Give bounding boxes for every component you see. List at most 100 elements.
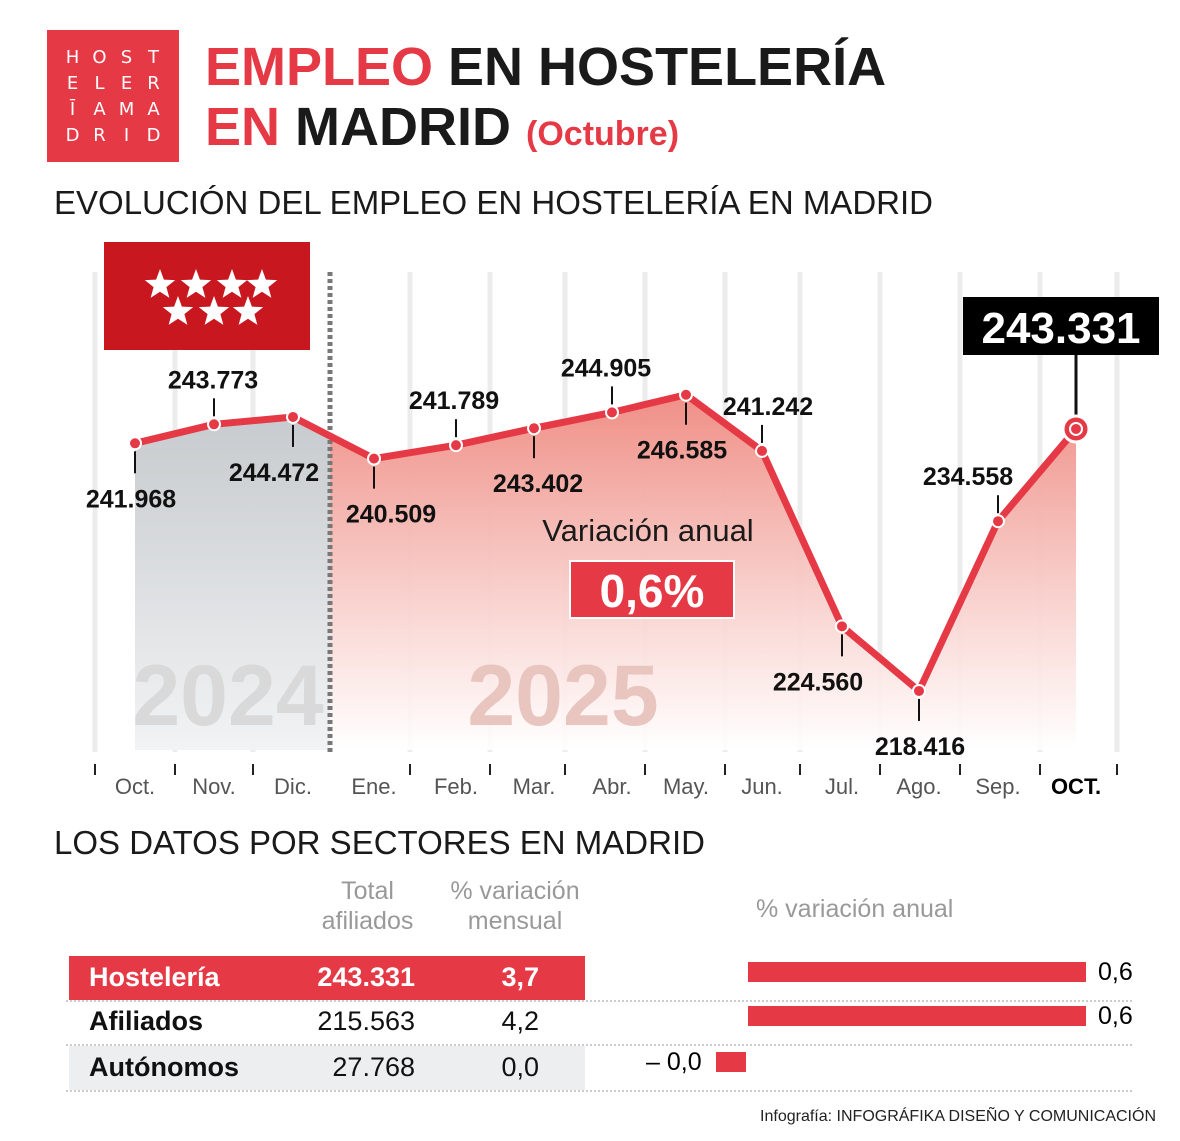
annual-variation-value: 0,6 — [1098, 958, 1133, 986]
data-point — [912, 683, 926, 698]
x-tick-label: Jul. — [825, 774, 859, 799]
row-divider — [66, 1044, 1132, 1046]
title-red: EMPLEO — [205, 37, 434, 97]
annual-variation-bar — [748, 962, 1086, 982]
data-point — [991, 514, 1005, 529]
credit: Infografía: INFOGRÁFIKA DISEÑO Y COMUNIC… — [760, 1108, 1156, 1125]
header-mensual: % variación mensual — [450, 877, 580, 935]
logo-letter: E — [120, 72, 133, 94]
annual-variation-label: Variación anual — [542, 513, 753, 548]
data-point — [1069, 421, 1083, 436]
annual-variation-value: – 0,0 — [646, 1048, 702, 1076]
x-tick-label: Nov. — [192, 774, 236, 799]
x-tick-label: Mar. — [513, 774, 556, 799]
star-icon — [246, 269, 278, 298]
x-tick-label: Ene. — [351, 774, 396, 799]
data-label: 241.242 — [723, 393, 813, 421]
header-anual: % variación anual — [756, 895, 954, 923]
title2-rest: MADRID — [280, 97, 511, 157]
data-point — [527, 421, 541, 436]
table-row: Afiliados 215.563 4,2 — [69, 1000, 585, 1044]
header-total: Total afiliados — [321, 877, 414, 935]
x-tick-label: Ago. — [896, 774, 941, 799]
data-point — [679, 387, 693, 402]
star-icon — [216, 269, 248, 298]
data-label: 240.509 — [346, 501, 436, 529]
data-point — [286, 409, 300, 424]
logo-letter: S — [120, 46, 133, 68]
total-afiliados: 243.331 — [317, 962, 415, 992]
star-icon — [180, 269, 212, 298]
total-afiliados: 215.563 — [317, 1006, 415, 1036]
latest-value: 243.331 — [981, 304, 1140, 353]
data-point — [128, 436, 142, 451]
title2-red: EN — [205, 97, 281, 157]
section-title-evolution: EVOLUCIÓN DEL EMPLEO EN HOSTELERÍA EN MA… — [54, 184, 933, 221]
data-point — [207, 417, 221, 432]
annual-variation-bar — [716, 1052, 746, 1072]
data-label: 241.789 — [409, 387, 499, 415]
logo-letter: R — [93, 124, 106, 146]
row-divider — [66, 1000, 1132, 1002]
data-label: 246.585 — [637, 437, 727, 465]
data-label: 243.402 — [493, 470, 583, 498]
sector-name: Afiliados — [89, 1006, 204, 1036]
x-tick-label: OCT. — [1051, 774, 1101, 799]
area-2024 — [135, 416, 330, 750]
x-tick-label: May. — [663, 774, 709, 799]
logo-letter: Ī — [69, 98, 76, 120]
subtitle: (Octubre) — [526, 115, 680, 153]
data-label: 218.416 — [875, 733, 965, 761]
data-point — [755, 443, 769, 458]
page-title-line2: EN MADRID (Octubre) — [205, 97, 679, 164]
data-label: 243.773 — [168, 366, 258, 394]
section-title-sectors: LOS DATOS POR SECTORES EN MADRID — [54, 824, 705, 861]
logo-letter: D — [65, 124, 80, 146]
data-label: 224.560 — [773, 668, 863, 696]
year-label-2024: 2024 — [132, 648, 323, 744]
logo-letter: T — [148, 46, 159, 68]
logo-letter: I — [123, 124, 130, 146]
logo-letter: M — [118, 98, 135, 120]
data-label: 234.558 — [923, 463, 1013, 491]
data-point — [605, 405, 619, 420]
sector-name: Autónomos — [89, 1052, 239, 1082]
star-icon — [144, 269, 176, 298]
year-label-2025: 2025 — [467, 648, 658, 744]
logo-letter: H — [65, 46, 80, 68]
madrid-flag — [104, 242, 310, 350]
employment-line-chart: 2024 2025 241.968 Oct. 243.773 Nov. 244.472 D… — [86, 242, 1159, 799]
x-tick-label: Feb. — [434, 774, 478, 799]
x-tick-label: Jun. — [741, 774, 783, 799]
row-divider — [66, 1090, 1132, 1092]
total-afiliados: 27.768 — [332, 1052, 415, 1082]
annual-variation-value: 0,6% — [600, 565, 705, 617]
latest-value-box — [963, 297, 1159, 355]
logo-letter: E — [66, 72, 79, 94]
data-label: 241.968 — [86, 485, 176, 513]
x-tick-label: Dic. — [274, 774, 312, 799]
logo-letter: R — [147, 72, 160, 94]
annual-variation-bar — [748, 1006, 1086, 1026]
annual-variation-value: 0,6 — [1098, 1002, 1133, 1030]
data-point — [449, 438, 463, 453]
logo-letter: O — [92, 46, 107, 68]
variacion-mensual: 0,0 — [501, 1052, 539, 1082]
x-tick-label: Sep. — [975, 774, 1020, 799]
sector-name: Hostelería — [89, 962, 220, 992]
page-title: EMPLEO EN HOSTELERÍA — [205, 37, 886, 97]
logo-letter: A — [147, 98, 160, 120]
x-tick-label: Abr. — [592, 774, 631, 799]
star-icon — [198, 296, 230, 325]
variacion-mensual: 3,7 — [501, 962, 539, 992]
star-icon — [232, 296, 264, 325]
data-label: 244.905 — [561, 354, 651, 382]
table-row: Autónomos 27.768 0,0 — [69, 1046, 585, 1090]
data-point — [835, 619, 849, 634]
annual-variation-box — [569, 560, 735, 619]
table-row: Hostelería 243.331 3,7 — [69, 956, 585, 1000]
data-label: 244.472 — [229, 459, 319, 487]
logo-letter: A — [93, 98, 106, 120]
star-icon — [162, 296, 194, 325]
